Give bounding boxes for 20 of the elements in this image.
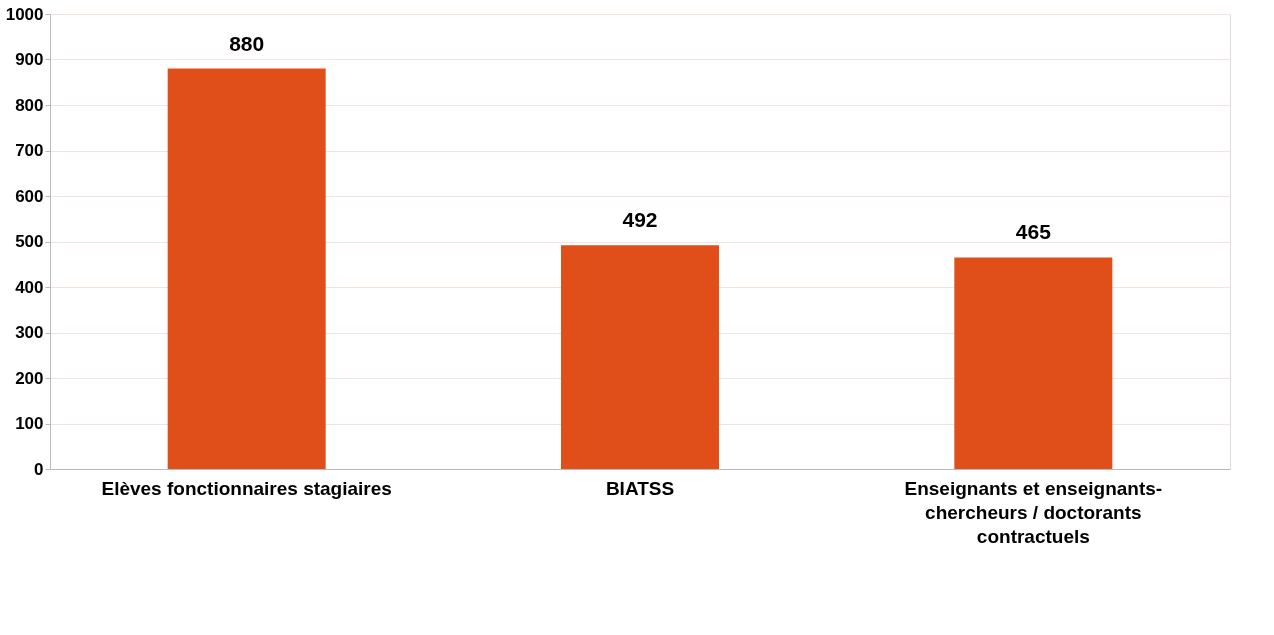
bar bbox=[561, 245, 719, 469]
bar bbox=[167, 68, 326, 469]
x-tick-label: Enseignants et enseignants-chercheurs / doctorants contractuels bbox=[904, 477, 1163, 547]
y-tick-label: 600 bbox=[15, 186, 44, 206]
data-label: 465 bbox=[1015, 220, 1052, 244]
bar bbox=[954, 257, 1113, 469]
x-tick-label: BIATSS bbox=[605, 477, 675, 499]
y-tick-label: 500 bbox=[15, 232, 44, 251]
y-tick-label: 200 bbox=[15, 368, 44, 388]
y-tick-label: 400 bbox=[15, 277, 44, 297]
x-tick-label: Elèves fonctionnaires stagiaires bbox=[101, 477, 392, 499]
y-tick-label: 800 bbox=[15, 95, 44, 115]
data-label: 492 bbox=[622, 208, 658, 232]
y-tick-label: 700 bbox=[15, 141, 44, 160]
data-label: 880 bbox=[229, 31, 265, 55]
y-tick-label: 900 bbox=[15, 50, 44, 69]
y-tick-label: 100 bbox=[15, 414, 44, 433]
y-tick-label: 300 bbox=[15, 323, 44, 342]
y-tick-label: 0 bbox=[34, 459, 44, 479]
y-tick-label: 1000 bbox=[5, 4, 44, 24]
